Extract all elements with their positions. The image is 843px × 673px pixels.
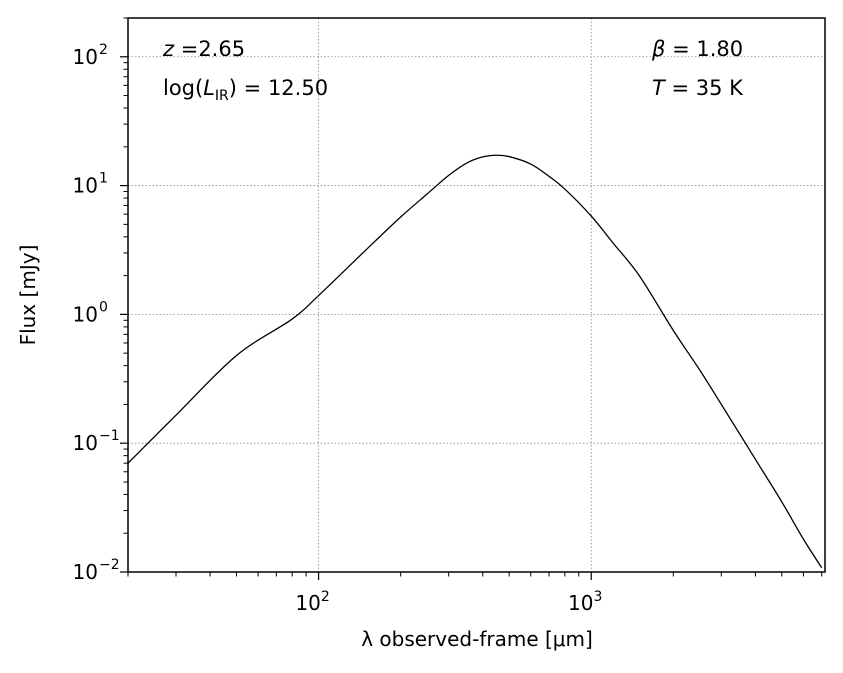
y-axis-label: Flux [mJy] bbox=[16, 245, 40, 346]
y-tick-exponent: −2 bbox=[99, 557, 120, 573]
redshift-value: 2.65 bbox=[198, 37, 245, 61]
y-tick-label: 10 bbox=[73, 45, 98, 69]
temperature-value: 35 K bbox=[696, 76, 744, 100]
beta-equals: = bbox=[665, 37, 696, 61]
beta-symbol: β bbox=[651, 37, 665, 61]
temperature-symbol: T bbox=[652, 76, 667, 100]
luminosity-symbol: L bbox=[203, 76, 215, 100]
grid bbox=[128, 18, 825, 572]
y-tick-label: 10 bbox=[73, 174, 98, 198]
plot-frame bbox=[127, 17, 826, 573]
y-tick-label: 10 bbox=[73, 302, 98, 326]
redshift-equals: = bbox=[174, 37, 198, 61]
luminosity-prefix: log( bbox=[163, 76, 203, 100]
luminosity-annotation: log(LIR) = 12.50 bbox=[163, 76, 328, 104]
y-tick-exponent: 0 bbox=[99, 299, 108, 315]
temperature-equals: = bbox=[665, 76, 696, 100]
luminosity-subscript: IR bbox=[215, 88, 229, 104]
redshift-annotation: z =2.65 bbox=[162, 37, 245, 61]
x-tick-label: 102 bbox=[295, 589, 329, 615]
y-tick-exponent: 1 bbox=[99, 171, 108, 187]
luminosity-equals: = bbox=[237, 76, 268, 100]
redshift-symbol: z bbox=[162, 37, 175, 61]
x-tick-label: 103 bbox=[568, 589, 602, 615]
y-tick-exponent: 2 bbox=[99, 42, 108, 58]
luminosity-suffix: ) bbox=[229, 76, 237, 100]
beta-annotation: β = 1.80 bbox=[651, 37, 743, 61]
y-tick-label: 10 bbox=[73, 560, 98, 584]
y-tick-label: 10 bbox=[73, 431, 98, 455]
beta-value: 1.80 bbox=[696, 37, 743, 61]
x-axis-label: λ observed-frame [μm] bbox=[361, 627, 593, 651]
temperature-annotation: T = 35 K bbox=[652, 76, 744, 100]
series-line bbox=[127, 154, 823, 569]
y-tick-exponent: −1 bbox=[99, 428, 120, 444]
luminosity-value: 12.50 bbox=[268, 76, 328, 100]
